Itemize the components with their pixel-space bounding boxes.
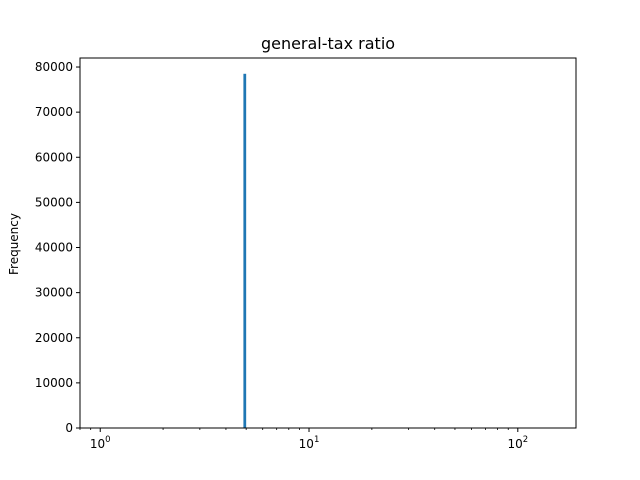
y-tick-label: 10000 [35,376,73,390]
bars-group [243,73,247,428]
y-tick-label: 20000 [35,331,73,345]
y-axis-label: Frequency [7,213,21,275]
y-tick-label: 80000 [35,60,73,74]
x-tick-label: 100 [90,435,111,451]
y-tick-label: 70000 [35,105,73,119]
plot-area-frame [79,57,577,429]
y-tick-label: 0 [65,421,73,435]
histogram-bar [243,73,247,428]
y-tick-label: 40000 [35,241,73,255]
y-tick-label: 30000 [35,286,73,300]
x-tick-label: 102 [507,435,528,451]
x-axis-ticks: 100 101 102 [79,428,528,451]
y-tick-label: 60000 [35,150,73,164]
y-axis-ticks: 0 10000 20000 30000 40000 50000 60000 70000 8000… [35,60,80,435]
y-tick-label: 50000 [35,195,73,209]
x-tick-label: 101 [299,435,320,451]
chart-title: general-tax ratio [261,34,395,53]
